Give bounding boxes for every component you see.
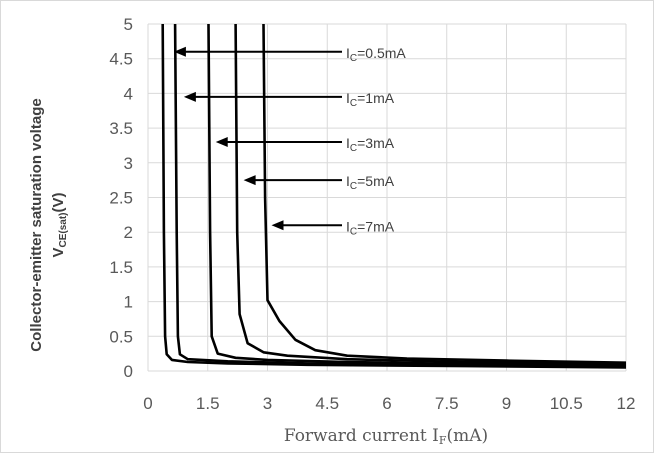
grid (147, 23, 627, 372)
x-tick-label: 3 (263, 394, 272, 413)
series-label: IC=1mA (346, 90, 395, 109)
series-line (234, 23, 627, 366)
series-line (173, 23, 627, 369)
y-axis-label: Collector-emitter saturation voltage (28, 98, 45, 351)
arrow-head (183, 91, 196, 102)
x-tick-label: 9 (502, 394, 511, 413)
x-axis-label: Forward current IF(mA) (284, 426, 488, 447)
y-tick-label: 1.5 (109, 258, 133, 277)
x-tick-label: 1.5 (196, 394, 220, 413)
x-tick-label: 6 (382, 394, 391, 413)
y-tick-label: 0.5 (109, 327, 133, 346)
arrow-head (173, 46, 186, 57)
series-line (262, 23, 627, 364)
series-label: IC=7mA (346, 218, 395, 237)
y-tick-label: 0 (124, 362, 133, 381)
annotations: IC=0.5mA IC=1mA IC=3mA IC=5mA IC=7mA (173, 45, 406, 237)
tick-labels: 0 0.5 1 1.5 2 2.5 3 3.5 4 4.5 5 0 1.5 3 4.5 6 7.5 9 10.5 12 (109, 15, 635, 413)
series-line (161, 23, 627, 369)
x-tick-label: 10.5 (550, 394, 583, 413)
y-tick-label: 2.5 (109, 189, 133, 208)
y-tick-label: 2 (124, 223, 133, 242)
curves (161, 23, 627, 369)
y-tick-label: 1 (124, 293, 133, 312)
x-tick-label: 12 (617, 394, 636, 413)
y-tick-label: 4 (124, 84, 133, 103)
arrow-head (215, 136, 228, 147)
series-label: IC=3mA (346, 135, 395, 154)
y-tick-label: 3 (124, 154, 133, 173)
arrow-head (271, 220, 284, 231)
y-tick-label: 4.5 (109, 50, 133, 69)
x-tick-label: 4.5 (315, 394, 339, 413)
y-tick-label: 3.5 (109, 119, 133, 138)
series-line (207, 23, 627, 367)
arrow-head (243, 175, 256, 186)
x-tick-label: 7.5 (435, 394, 459, 413)
x-tick-label: 0 (143, 394, 152, 413)
y-tick-label: 5 (124, 15, 133, 34)
y-axis-symbol: VCE(sat)(V) (50, 192, 69, 257)
series-label: IC=0.5mA (346, 45, 406, 64)
series-label: IC=5mA (346, 173, 395, 192)
